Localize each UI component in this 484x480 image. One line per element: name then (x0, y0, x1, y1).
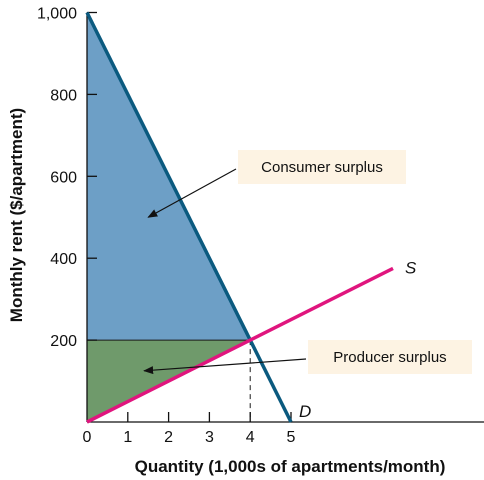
demand-curve-label: D (299, 402, 311, 421)
x-tick-label-1: 1 (123, 429, 132, 446)
y-tick-label-400: 400 (50, 251, 77, 268)
y-tick-label-600: 600 (50, 169, 77, 186)
supply-curve-label: S (405, 258, 417, 277)
x-tick-label-0: 0 (83, 429, 92, 446)
x-axis-title: Quantity (1,000s of apartments/month) (135, 457, 446, 476)
y-tick-label-800: 800 (50, 87, 77, 104)
consumer-surplus-callout-text: Consumer surplus (261, 159, 383, 176)
surplus-regions (87, 13, 250, 423)
x-tick-label-4: 4 (246, 429, 255, 446)
x-tick-label-2: 2 (164, 429, 173, 446)
x-tick-label-5: 5 (287, 429, 296, 446)
producer-surplus-callout-text: Producer surplus (333, 349, 446, 366)
y-tick-label-200: 200 (50, 333, 77, 350)
y-tick-label-1000: 1,000 (37, 6, 77, 23)
x-tick-label-3: 3 (205, 429, 214, 446)
y-axis-title: Monthly rent ($/apartment) (7, 108, 26, 322)
